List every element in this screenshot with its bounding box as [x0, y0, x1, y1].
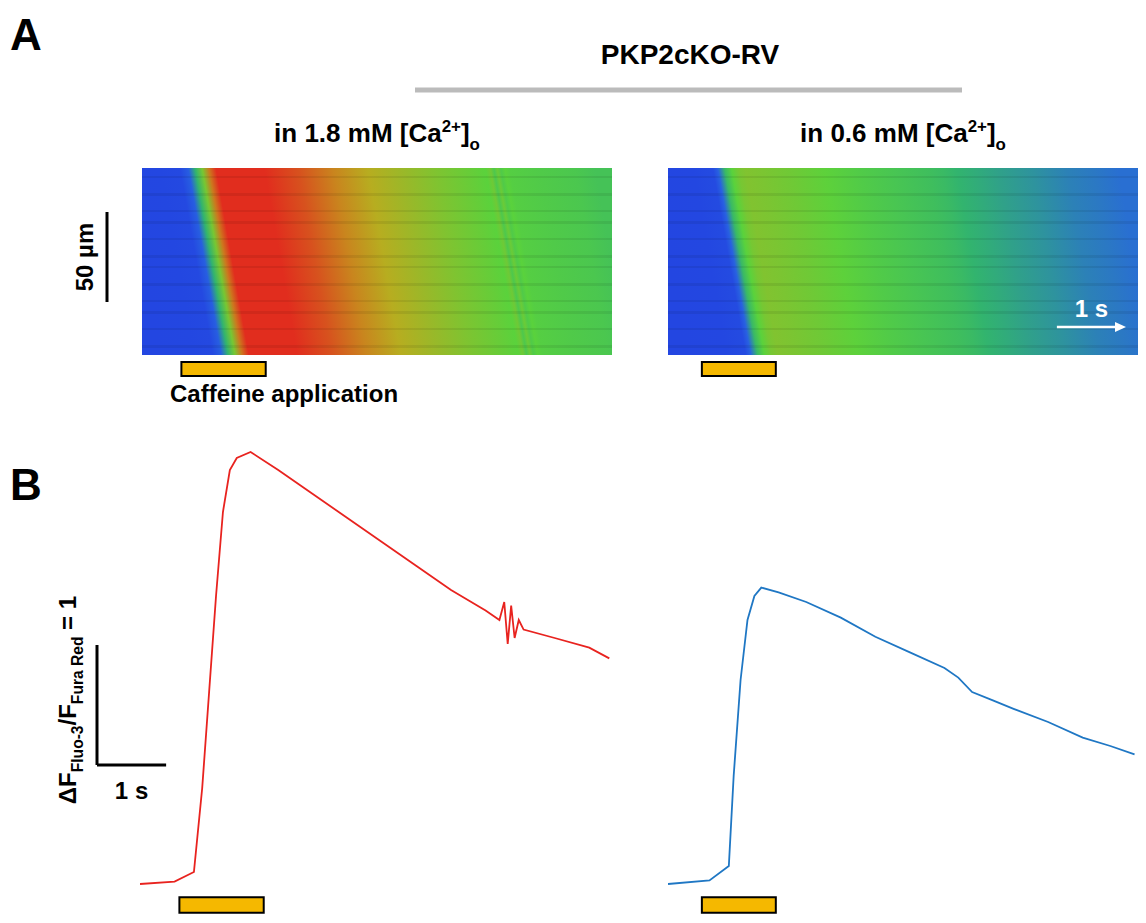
svg-text:1 s: 1 s: [1075, 295, 1108, 322]
svg-text:1 s: 1 s: [115, 777, 148, 804]
svg-text:in 1.8 mM [Ca2+]o: in 1.8 mM [Ca2+]o: [274, 117, 480, 154]
svg-text:PKP2cKO-RV: PKP2cKO-RV: [601, 39, 780, 70]
svg-text:50 µm: 50 µm: [71, 223, 98, 292]
svg-text:A: A: [10, 10, 42, 59]
svg-text:B: B: [10, 460, 42, 509]
svg-text:ΔFFluo-3/FFura Red = 1: ΔFFluo-3/FFura Red = 1: [54, 596, 86, 804]
svg-text:Caffeine application: Caffeine application: [170, 380, 398, 407]
svg-text:in 0.6 mM [Ca2+]o: in 0.6 mM [Ca2+]o: [800, 117, 1006, 154]
